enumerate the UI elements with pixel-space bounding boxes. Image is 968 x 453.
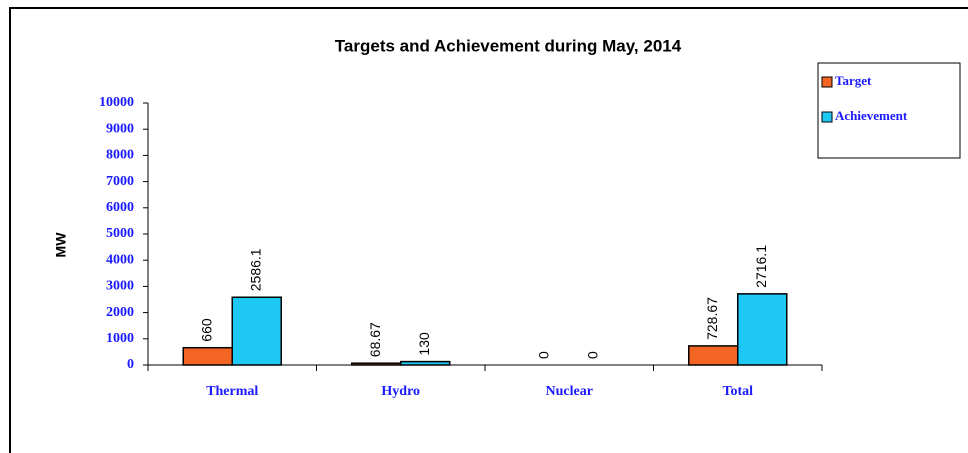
x-tick-label: Thermal	[206, 384, 258, 399]
legend-swatch	[821, 76, 833, 88]
legend-label: Target	[835, 73, 872, 88]
bar	[737, 293, 788, 366]
value-label: 130	[416, 332, 432, 356]
legend-label: Achievement	[835, 108, 908, 123]
value-label: 2586.1	[247, 248, 263, 291]
bar	[182, 346, 233, 366]
y-tick-label: 8000	[106, 148, 134, 163]
y-tick-label: 5000	[106, 226, 134, 241]
y-tick-label: 3000	[106, 279, 134, 294]
y-tick-label: 4000	[106, 252, 134, 267]
legend-box	[817, 62, 961, 159]
value-label: 660	[198, 318, 214, 342]
value-label: 2716.1	[753, 245, 769, 288]
chart-title: Targets and Achievement during May, 2014	[335, 36, 682, 55]
y-tick-label: 1000	[106, 331, 134, 346]
y-tick-label: 9000	[106, 121, 134, 136]
value-label: 0	[535, 351, 551, 359]
y-tick-label: 7000	[106, 174, 134, 189]
bar	[231, 296, 282, 366]
value-label: 0	[584, 351, 600, 359]
x-tick-label: Total	[722, 384, 753, 399]
y-axis-label: MW	[53, 232, 69, 258]
chart-border	[9, 7, 968, 453]
y-tick-label: 0	[127, 357, 134, 372]
y-tick-label: 10000	[99, 95, 134, 110]
x-tick-label: Hydro	[381, 384, 420, 399]
y-tick-label: 6000	[106, 200, 134, 215]
x-tick-label: Nuclear	[546, 384, 593, 399]
legend-swatch	[821, 111, 833, 123]
value-label: 68.67	[367, 322, 383, 357]
y-tick-label: 2000	[106, 305, 134, 320]
bar	[351, 362, 402, 366]
bar	[688, 345, 739, 366]
bar	[400, 360, 451, 366]
value-label: 728.67	[704, 297, 720, 340]
